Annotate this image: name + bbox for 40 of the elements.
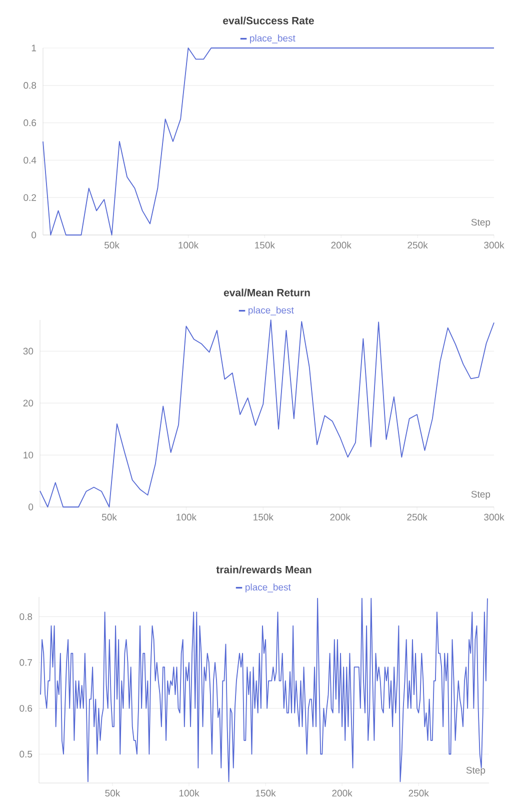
legend-label: place_best [248,306,294,316]
x-axis-title: Step [466,766,486,776]
x-tick-label: 200k [331,242,352,249]
legend-label: place_best [250,34,296,44]
y-tick-label: 0 [28,504,34,510]
x-tick-label: 100k [179,790,200,797]
y-tick-label: 30 [23,348,34,355]
y-tick-label: 10 [24,452,34,458]
x-tick-label: 50k [104,242,120,249]
y-tick-label: 20 [23,400,34,406]
x-tick-label: 150k [256,790,276,797]
y-tick-label: 1 [32,44,36,52]
y-tick-label: 0.8 [20,613,32,620]
chart-title: train/rewards Mean [216,566,312,574]
y-tick-label: 0.6 [24,119,36,126]
x-axis-title: Step [471,490,490,500]
x-tick-label: 50k [102,514,117,521]
y-tick-label: 0.6 [20,704,32,712]
x-tick-label: 300k [484,514,504,521]
y-tick-label: 0.7 [20,659,32,666]
x-tick-label: 200k [330,514,350,521]
y-tick-label: 0.4 [24,156,36,164]
x-tick-label: 250k [408,790,429,797]
x-axis-title: Step [471,218,490,228]
y-tick-label: 0 [32,232,36,238]
x-tick-label: 200k [332,790,352,797]
x-tick-label: 100k [176,514,197,521]
y-tick-label: 0.2 [24,194,36,201]
x-tick-label: 50k [105,790,120,797]
x-tick-label: 100k [178,242,199,249]
x-tick-label: 250k [407,514,428,521]
chart-title: eval/Success Rate [223,16,314,24]
y-tick-label: 0.8 [24,82,36,89]
x-tick-label: 150k [254,514,274,521]
chart-title: eval/Mean Return [224,288,310,296]
x-tick-label: 250k [408,242,428,249]
y-tick-label: 0.5 [20,750,32,758]
x-tick-label: 300k [484,242,504,249]
legend-label: place_best [246,584,291,592]
x-tick-label: 150k [255,242,275,249]
